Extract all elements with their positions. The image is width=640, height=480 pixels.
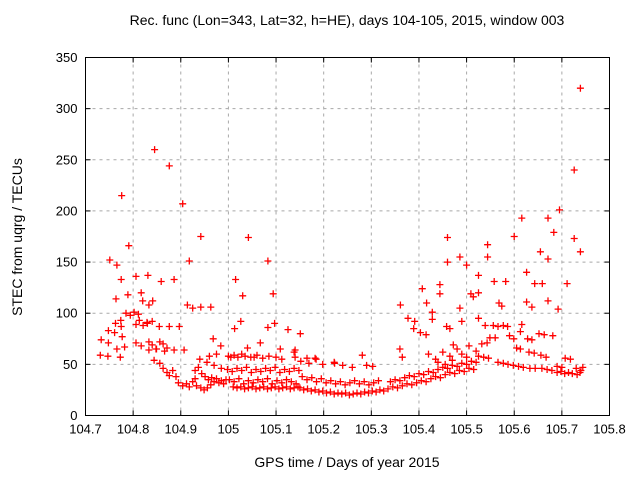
svg-text:104.9: 104.9 bbox=[164, 422, 197, 437]
svg-text:105.2: 105.2 bbox=[307, 422, 340, 437]
svg-text:150: 150 bbox=[56, 255, 78, 270]
svg-text:105.4: 105.4 bbox=[403, 422, 436, 437]
svg-text:0: 0 bbox=[70, 408, 77, 423]
svg-text:105.1: 105.1 bbox=[260, 422, 293, 437]
svg-text:50: 50 bbox=[63, 357, 77, 372]
svg-text:105.8: 105.8 bbox=[593, 422, 626, 437]
svg-text:105.7: 105.7 bbox=[546, 422, 579, 437]
x-tick-labels: 104.7 104.8 104.9 105 105.1 105.2 105.3 105.4 10… bbox=[69, 422, 626, 437]
plot-border bbox=[85, 57, 610, 416]
svg-text:105.5: 105.5 bbox=[450, 422, 483, 437]
svg-text:104.7: 104.7 bbox=[69, 422, 102, 437]
data-points bbox=[96, 84, 587, 399]
x-axis-label: GPS time / Days of year 2015 bbox=[254, 454, 439, 470]
svg-text:300: 300 bbox=[56, 101, 78, 116]
svg-text:105: 105 bbox=[218, 422, 240, 437]
svg-text:250: 250 bbox=[56, 152, 78, 167]
svg-text:105.6: 105.6 bbox=[498, 422, 531, 437]
svg-text:104.8: 104.8 bbox=[117, 422, 150, 437]
svg-text:350: 350 bbox=[56, 50, 78, 65]
y-tick-labels: 0 50 100 150 200 250 300 350 bbox=[56, 50, 78, 423]
svg-text:200: 200 bbox=[56, 203, 78, 218]
y-axis-label: STEC from uqrg / TECUs bbox=[9, 158, 25, 316]
svg-text:105.3: 105.3 bbox=[355, 422, 388, 437]
chart-title: Rec. func (Lon=343, Lat=32, h=HE), days … bbox=[130, 12, 565, 28]
svg-text:100: 100 bbox=[56, 306, 78, 321]
